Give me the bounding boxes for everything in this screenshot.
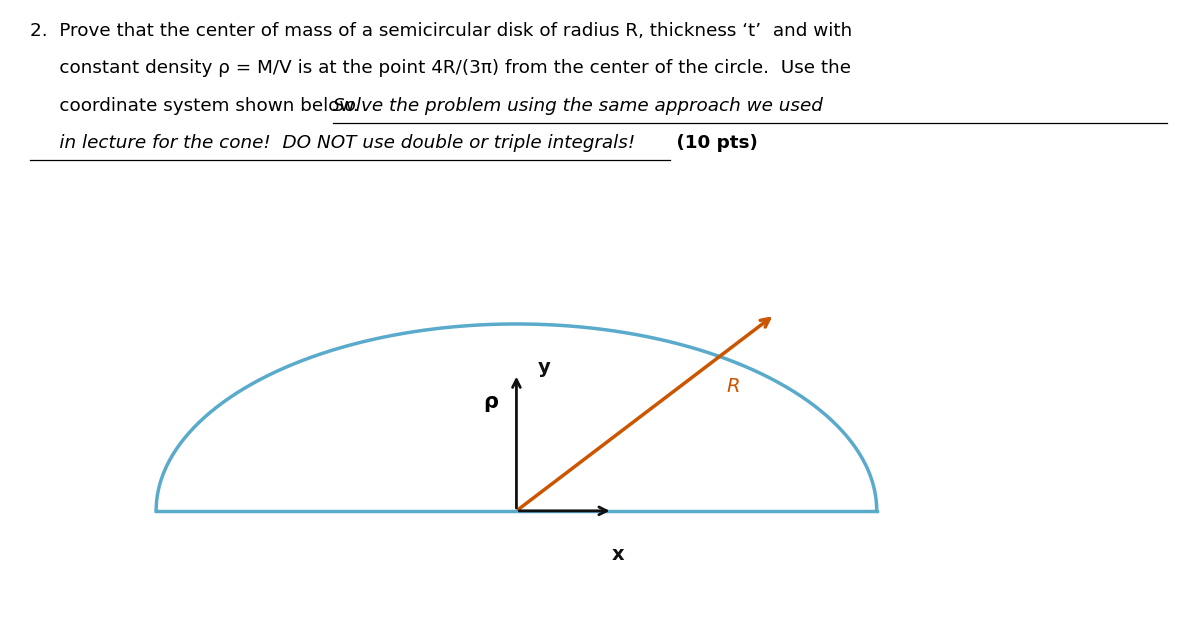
- Text: in lecture for the cone!  DO NOT use double or triple integrals!: in lecture for the cone! DO NOT use doub…: [30, 134, 635, 152]
- Text: Solve the problem using the same approach we used: Solve the problem using the same approac…: [333, 97, 823, 115]
- Text: R: R: [727, 377, 740, 396]
- Text: 2.  Prove that the center of mass of a semicircular disk of radius R, thickness : 2. Prove that the center of mass of a se…: [30, 22, 853, 40]
- Text: y: y: [538, 358, 551, 377]
- Text: constant density ρ = M/V is at the point 4R/(3π) from the center of the circle. : constant density ρ = M/V is at the point…: [30, 59, 852, 77]
- Text: coordinate system shown below.: coordinate system shown below.: [30, 97, 371, 115]
- Text: (10 pts): (10 pts): [670, 134, 758, 152]
- Text: x: x: [613, 545, 625, 564]
- Text: ρ: ρ: [484, 392, 498, 412]
